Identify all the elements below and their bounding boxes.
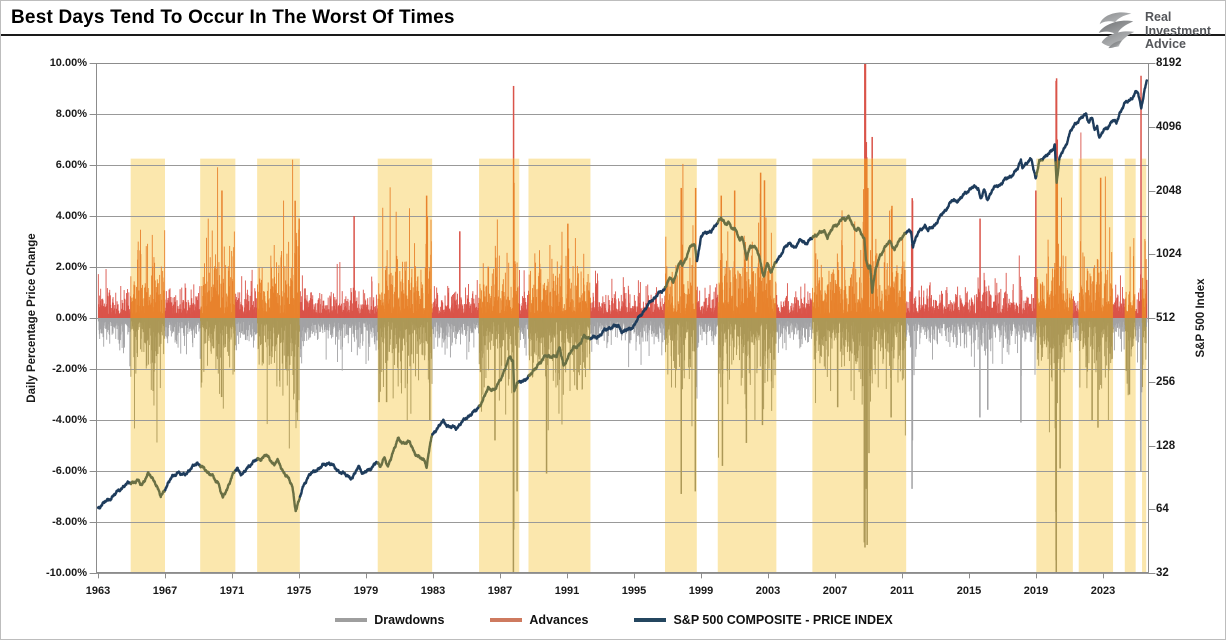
right-axis-tick-label: 64 (1156, 503, 1169, 516)
x-axis-tick-label: 1999 (688, 585, 714, 597)
x-axis-tick-label: 2019 (1023, 585, 1049, 597)
right-axis-tick-label: 32 (1156, 567, 1169, 579)
x-axis-tick-label: 2015 (956, 585, 982, 597)
x-axis-tick-label: 2003 (755, 585, 781, 597)
ria-logo-text: Real Investment Advice (1145, 9, 1211, 52)
chart-title: Best Days Tend To Occur In The Worst Of … (11, 7, 455, 28)
right-axis-tick-label: 128 (1156, 439, 1176, 452)
right-axis-tick-label: 256 (1156, 375, 1176, 388)
drawdowns-label: Drawdowns (374, 613, 445, 627)
ria-eagle-icon (1093, 6, 1139, 57)
advances-swatch (490, 618, 523, 622)
x-axis-tick-label: 1963 (85, 585, 111, 597)
left-axis-tick-label: -8.00% (52, 516, 87, 528)
x-axis-tick-label: 1967 (152, 585, 178, 597)
x-axis-tick-label: 1987 (487, 585, 513, 597)
right-axis-tick-label: 1024 (1156, 248, 1182, 261)
left-axis-tick-label: 2.00% (55, 261, 87, 273)
left-axis-tick-label: -2.00% (52, 363, 87, 375)
left-axis-tick-label: -6.00% (52, 465, 87, 477)
x-axis-tick-label: 1979 (353, 585, 379, 597)
title-underline (1, 34, 1225, 36)
left-axis-tick-label: 0.00% (55, 312, 87, 324)
left-axis-tick-label: 4.00% (55, 210, 87, 222)
ria-logo: Real Investment Advice (1093, 6, 1211, 57)
x-axis-tick-label: 2007 (822, 585, 848, 597)
right-axis-tick-label: 4096 (1156, 120, 1182, 133)
right-axis-tick-label: 8192 (1156, 57, 1182, 69)
sp500-swatch (634, 618, 667, 622)
drawdowns-swatch (335, 618, 368, 622)
left-axis-tick-label: 10.00% (49, 57, 87, 69)
legend-item-drawdowns: Drawdowns (335, 613, 444, 627)
legend: Drawdowns Advances S&P 500 COMPOSITE - P… (1, 606, 1225, 634)
x-axis-tick-label: 1971 (219, 585, 245, 597)
advances-label: Advances (529, 613, 589, 627)
x-axis-tick-label: 1995 (621, 585, 647, 597)
sp500-label: S&P 500 COMPOSITE - PRICE INDEX (673, 613, 893, 627)
x-axis-tick-label: 1983 (420, 585, 446, 597)
x-axis-tick-label: 1991 (554, 585, 580, 597)
left-axis-tick-label: -10.00% (46, 567, 87, 579)
right-axis-tick-label: 512 (1156, 312, 1176, 324)
x-axis-tick-label: 1975 (286, 585, 312, 597)
right-axis-title: S&P 500 Index (1195, 278, 1207, 358)
x-axis-tick-label: 2023 (1090, 585, 1116, 597)
right-axis-tick-label: 2048 (1156, 184, 1182, 197)
legend-item-sp500: S&P 500 COMPOSITE - PRICE INDEX (634, 613, 893, 627)
left-axis-tick-label: 8.00% (55, 108, 87, 120)
legend-item-advances: Advances (490, 613, 588, 627)
left-axis-tick-label: -4.00% (52, 414, 87, 426)
left-axis-tick-label: 6.00% (55, 159, 87, 171)
x-axis-tick-label: 2011 (890, 585, 914, 597)
